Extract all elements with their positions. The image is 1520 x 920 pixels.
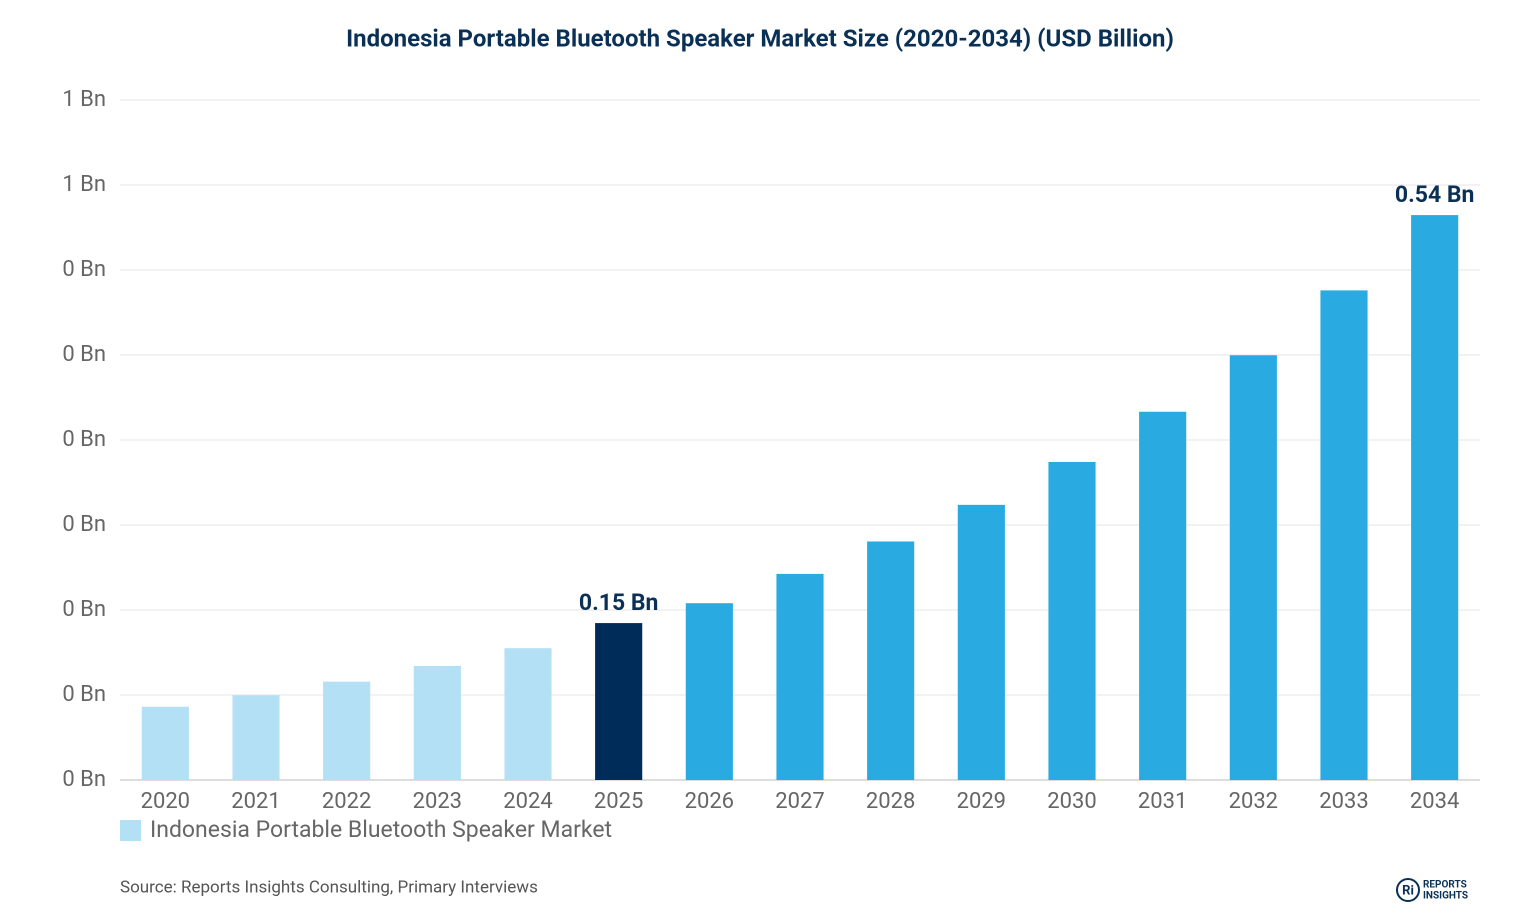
- logo-text: INSIGHTS: [1423, 891, 1468, 902]
- bar: [1320, 290, 1368, 780]
- data-label: 0.15 Bn: [579, 589, 659, 616]
- x-tick-label: 2032: [1229, 789, 1278, 814]
- x-tick-label: 2029: [957, 789, 1006, 814]
- x-tick-label: 2026: [685, 789, 734, 814]
- bar: [413, 665, 461, 780]
- y-tick-label: 0 Bn: [62, 427, 106, 452]
- x-tick-label: 2033: [1319, 789, 1368, 814]
- bar: [323, 681, 371, 780]
- y-tick-label: 0 Bn: [62, 257, 106, 282]
- y-tick-label: 0 Bn: [62, 682, 106, 707]
- logo-icon: [1396, 878, 1420, 902]
- bar: [1229, 355, 1277, 780]
- x-tick-label: 2025: [594, 789, 643, 814]
- chart-title: Indonesia Portable Bluetooth Speaker Mar…: [346, 24, 1174, 52]
- bar: [504, 648, 552, 780]
- bar: [1048, 461, 1096, 780]
- bar: [141, 706, 189, 780]
- y-tick-label: 0 Bn: [62, 512, 106, 537]
- x-tick-label: 2030: [1047, 789, 1096, 814]
- logo-text: REPORTS: [1423, 880, 1467, 891]
- y-tick-label: 1 Bn: [62, 172, 106, 197]
- bar: [232, 695, 280, 780]
- x-tick-label: 2023: [413, 789, 462, 814]
- source: Source: Reports Insights Consulting, Pri…: [120, 877, 538, 897]
- bar: [685, 603, 733, 780]
- bar: [867, 541, 915, 780]
- y-tick-label: 1 Bn: [62, 87, 106, 112]
- x-tick-label: 2031: [1138, 789, 1187, 814]
- legend-label: Indonesia Portable Bluetooth Speaker Mar…: [150, 816, 612, 843]
- x-tick-label: 2020: [141, 789, 190, 814]
- x-tick-label: 2028: [866, 789, 915, 814]
- x-tick-label: 2024: [503, 789, 552, 814]
- y-tick-label: 0 Bn: [62, 597, 106, 622]
- legend-swatch: [120, 820, 141, 841]
- y-tick-label: 0 Bn: [62, 767, 106, 792]
- bar: [1411, 215, 1459, 781]
- x-tick-label: 2034: [1410, 789, 1459, 814]
- bar: [957, 504, 1005, 780]
- logo-mark: Ri: [1402, 883, 1414, 898]
- x-tick-label: 2021: [231, 789, 280, 814]
- bar: [595, 623, 643, 780]
- x-tick-label: 2027: [775, 789, 824, 814]
- data-label: 0.54 Bn: [1395, 181, 1475, 208]
- bar: [1139, 411, 1187, 780]
- bar: [776, 573, 824, 780]
- x-tick-label: 2022: [322, 789, 371, 814]
- y-tick-label: 0 Bn: [62, 342, 106, 367]
